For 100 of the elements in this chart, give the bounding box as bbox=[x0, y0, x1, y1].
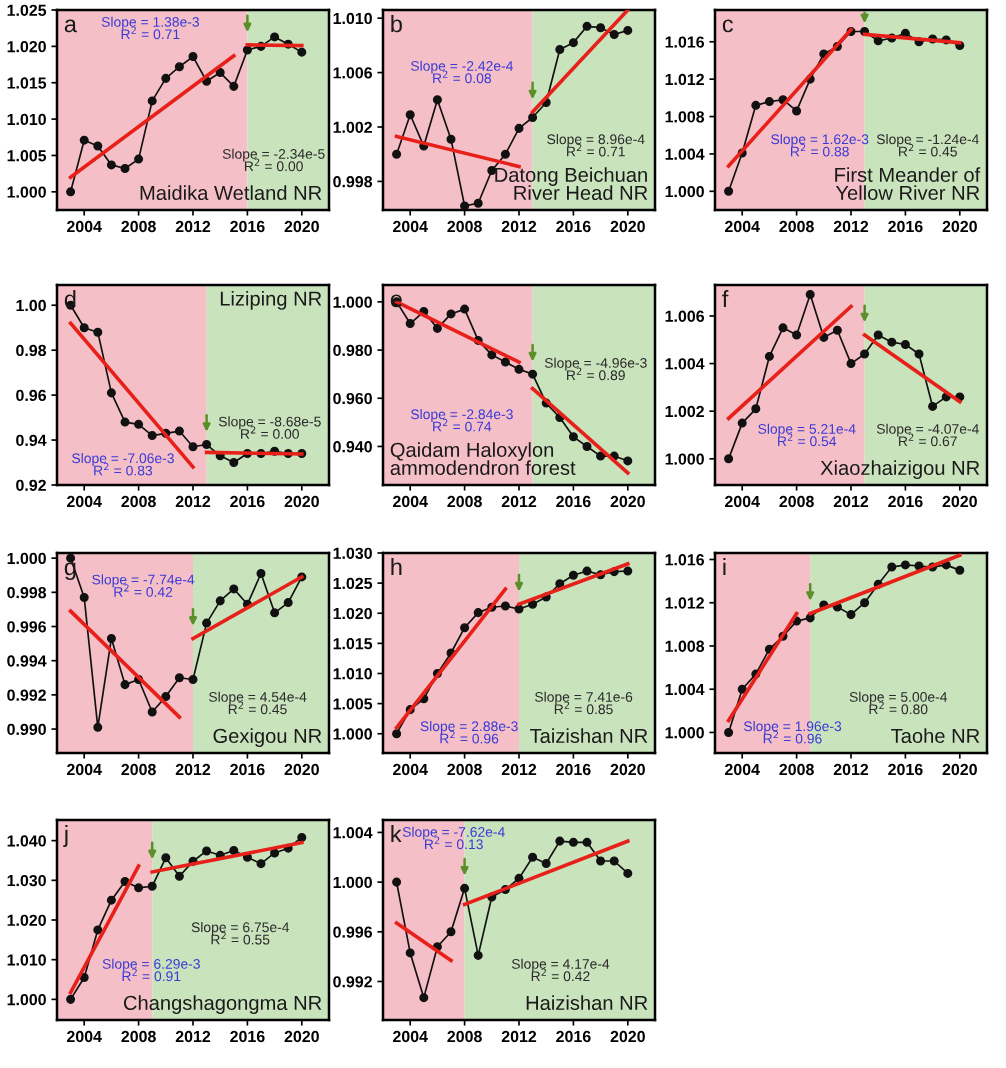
y-tick-label: 1.016 bbox=[665, 554, 705, 566]
y-tick-label: 0.96 bbox=[16, 389, 47, 402]
x-tick-label: 2004 bbox=[66, 495, 102, 508]
x-tick-label: 2016 bbox=[230, 763, 265, 776]
x-tick-label: 2020 bbox=[610, 220, 645, 233]
y-tick-label: 1.030 bbox=[333, 547, 372, 559]
annotation: Taohe NR bbox=[891, 728, 980, 744]
chart-title: e bbox=[390, 294, 402, 308]
y-tick-label: 1.030 bbox=[7, 874, 46, 887]
annotation: Datong Beichuan River Head NR bbox=[495, 167, 648, 201]
chart-title: g bbox=[64, 562, 76, 581]
y-tick-label: 1.000 bbox=[665, 727, 704, 739]
x-tick-label: 2016 bbox=[556, 495, 591, 508]
x-tick-label: 2012 bbox=[833, 220, 869, 233]
x-tick-label: 2004 bbox=[392, 495, 428, 508]
y-tick-label: 0.98 bbox=[16, 344, 47, 357]
y-tick-label: 1.012 bbox=[665, 597, 704, 609]
chart-title: j bbox=[63, 825, 68, 848]
y-tick-label: 1.010 bbox=[7, 113, 46, 126]
y-tick-label: 1.000 bbox=[7, 994, 46, 1006]
y-tick-label: 1.010 bbox=[333, 668, 372, 680]
y-tick-label: 0.996 bbox=[7, 621, 47, 633]
x-tick-label: 2004 bbox=[66, 1030, 102, 1043]
chart-title: h bbox=[391, 558, 402, 576]
annotation: Slope = -7.06e-3 R$^{2}$ = 0.83 bbox=[72, 452, 174, 476]
y-tick-label: 0.998 bbox=[333, 176, 373, 188]
y-tick-label: 1.006 bbox=[665, 310, 705, 322]
x-tick-label: 2008 bbox=[447, 220, 482, 233]
y-tick-label: 1.000 bbox=[333, 296, 372, 308]
y-tick-label: 1.020 bbox=[7, 914, 46, 926]
x-tick-label: 2008 bbox=[779, 495, 814, 508]
x-tick-label: 2004 bbox=[392, 220, 428, 233]
y-tick-label: 1.00 bbox=[16, 299, 46, 312]
y-tick-label: 1.020 bbox=[333, 607, 372, 620]
y-tick-label: 1.000 bbox=[7, 186, 46, 198]
x-tick-label: 2016 bbox=[888, 495, 923, 508]
annotation: Slope = -4.07e-4 R$^{2}$ = 0.67 bbox=[876, 423, 979, 447]
y-tick-label: 1.040 bbox=[7, 835, 46, 847]
annotation: First Meander of Yellow River NR bbox=[835, 167, 981, 201]
y-tick-label: 1.020 bbox=[7, 41, 46, 53]
y-tick-label: 1.025 bbox=[333, 577, 373, 590]
x-tick-label: 2012 bbox=[175, 763, 211, 776]
x-tick-label: 2012 bbox=[501, 763, 537, 776]
y-tick-label: 1.015 bbox=[7, 77, 47, 89]
x-tick-label: 2012 bbox=[501, 220, 537, 233]
annotation: Taizishan NR bbox=[530, 728, 648, 744]
y-tick-label: 1.006 bbox=[333, 67, 373, 79]
y-tick-label: 1.012 bbox=[665, 73, 704, 86]
x-tick-label: 2008 bbox=[121, 763, 156, 776]
x-tick-label: 2008 bbox=[121, 495, 156, 508]
x-tick-label: 2004 bbox=[724, 220, 760, 233]
y-tick-label: 0.94 bbox=[16, 434, 47, 446]
annotation: Slope = -2.84e-3 R$^{2}$ = 0.74 bbox=[410, 408, 513, 432]
x-tick-label: 2008 bbox=[447, 495, 482, 508]
x-tick-label: 2004 bbox=[66, 763, 102, 776]
annotation: Slope = 1.38e-3 R$^{2}$ = 0.71 bbox=[101, 16, 200, 40]
y-tick-label: 0.992 bbox=[333, 976, 372, 988]
y-tick-label: 0.996 bbox=[333, 926, 373, 938]
y-tick-label: 1.000 bbox=[665, 453, 704, 465]
annotation: Slope = 5.21e-4 R$^{2}$ = 0.54 bbox=[758, 423, 856, 447]
annotation: Slope = -8.68e-5 R$^{2}$ = 0.00 bbox=[218, 416, 321, 439]
annotation: Slope = 5.00e-4 R$^{2}$ = 0.80 bbox=[849, 691, 948, 715]
y-tick-label: 0.992 bbox=[7, 689, 46, 701]
chart-title: a bbox=[64, 19, 77, 33]
annotation: Slope = -7.62e-4 R$^{2}$ = 0.13 bbox=[402, 826, 505, 850]
x-tick-label: 2012 bbox=[175, 1030, 211, 1043]
x-tick-label: 2008 bbox=[447, 763, 482, 776]
annotation: Slope = -7.74e-4 R$^{2}$ = 0.42 bbox=[92, 574, 195, 597]
annotation: Haizishan NR bbox=[526, 995, 648, 1011]
x-tick-label: 2008 bbox=[779, 220, 814, 233]
y-tick-label: 1.010 bbox=[333, 12, 372, 25]
annotation: Slope = 1.96e-3 R$^{2}$ = 0.96 bbox=[743, 720, 842, 744]
x-tick-label: 2016 bbox=[230, 495, 265, 508]
x-tick-label: 2016 bbox=[556, 763, 591, 776]
y-tick-label: 1.015 bbox=[333, 638, 373, 650]
x-tick-label: 2004 bbox=[724, 763, 760, 776]
x-tick-label: 2004 bbox=[66, 220, 102, 233]
chart-title: f bbox=[722, 290, 729, 308]
x-tick-label: 2020 bbox=[284, 763, 319, 776]
y-tick-label: 1.010 bbox=[7, 954, 46, 966]
x-tick-label: 2016 bbox=[888, 763, 923, 776]
x-tick-label: 2020 bbox=[942, 763, 977, 776]
annotation: Slope = 4.54e-4 R$^{2}$ = 0.45 bbox=[209, 691, 307, 715]
annotation: Liziping NR bbox=[220, 291, 322, 310]
annotation: Slope = 2.88e-3 R$^{2}$ = 0.96 bbox=[420, 720, 518, 744]
annotation: Slope = -2.34e-5 R$^{2}$ = 0.00 bbox=[222, 148, 325, 172]
x-tick-label: 2020 bbox=[942, 495, 977, 508]
x-tick-label: 2008 bbox=[121, 220, 156, 233]
y-tick-label: 1.000 bbox=[333, 876, 372, 889]
x-tick-label: 2012 bbox=[175, 220, 211, 233]
x-tick-label: 2008 bbox=[121, 1030, 156, 1043]
x-tick-label: 2016 bbox=[230, 220, 265, 233]
annotation: Slope = -4.96e-3 R$^{2}$ = 0.89 bbox=[544, 357, 647, 381]
annotation: Slope = 7.41e-6 R$^{2}$ = 0.85 bbox=[535, 691, 633, 715]
chart-title: c bbox=[722, 19, 733, 33]
x-tick-label: 2012 bbox=[501, 495, 537, 508]
y-tick-label: 0.980 bbox=[333, 344, 372, 356]
x-tick-label: 2012 bbox=[833, 495, 869, 508]
y-tick-label: 0.994 bbox=[7, 655, 47, 667]
y-tick-label: 0.92 bbox=[16, 479, 46, 491]
